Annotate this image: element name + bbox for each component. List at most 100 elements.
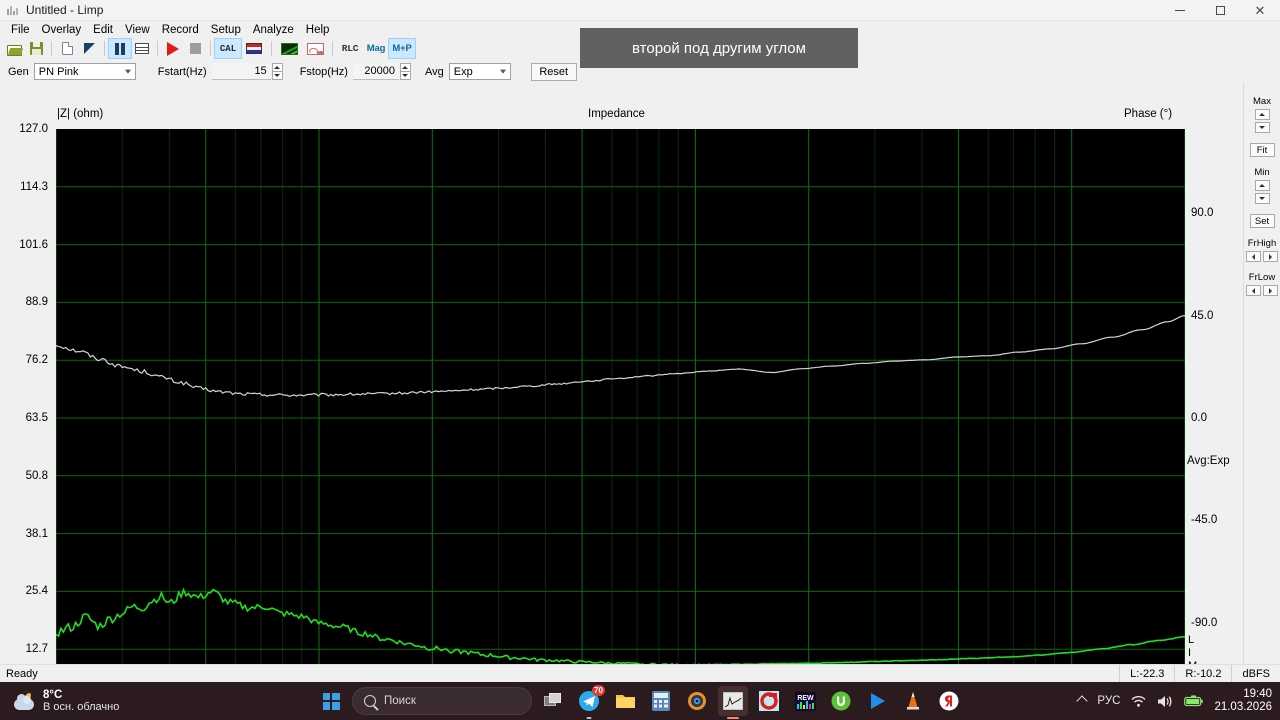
- min-increase-button[interactable]: [1254, 180, 1270, 191]
- y-tick-right: 90.0: [1191, 207, 1214, 220]
- fit-button[interactable]: Fit: [1249, 143, 1275, 157]
- taskbar-rew[interactable]: REW: [790, 686, 820, 716]
- waveform-button[interactable]: [302, 39, 328, 58]
- chevron-up-icon[interactable]: [1076, 695, 1089, 707]
- max-decrease-button[interactable]: [1254, 122, 1270, 133]
- menu-help[interactable]: Help: [305, 23, 330, 36]
- toolbar-separator: [332, 41, 333, 56]
- table-button[interactable]: [131, 39, 153, 58]
- open-button[interactable]: [3, 39, 25, 58]
- taskbar-yandex[interactable]: [934, 686, 964, 716]
- menu-edit[interactable]: Edit: [93, 23, 113, 36]
- menu-overlay[interactable]: Overlay: [41, 23, 82, 36]
- utorrent-icon: [831, 691, 851, 711]
- taskbar-file-explorer[interactable]: [610, 686, 640, 716]
- plot-canvas[interactable]: [56, 129, 1185, 707]
- pause-button[interactable]: [108, 38, 132, 59]
- generator-select[interactable]: PN Pink: [33, 63, 136, 80]
- frhigh-decrease-button[interactable]: [1246, 251, 1261, 262]
- cal-icon: CAL: [219, 43, 237, 54]
- caret-up-icon: [1259, 184, 1265, 187]
- stop-button[interactable]: [184, 39, 206, 58]
- frhigh-increase-button[interactable]: [1263, 251, 1278, 262]
- save-button[interactable]: [25, 39, 47, 58]
- fstart-decrement[interactable]: [271, 71, 283, 80]
- volume-status[interactable]: [1157, 695, 1173, 708]
- chart-headers: |Z| (ohm) Impedance Phase (°): [0, 108, 1243, 124]
- new-document-button[interactable]: [56, 39, 78, 58]
- frlow-decrease-button[interactable]: [1246, 285, 1261, 296]
- min-decrease-button[interactable]: [1254, 193, 1270, 204]
- fstart-stepper[interactable]: [271, 63, 283, 80]
- average-select[interactable]: Exp: [448, 63, 511, 80]
- start-button[interactable]: [316, 686, 346, 716]
- menu-analyze[interactable]: Analyze: [252, 23, 294, 36]
- set-button[interactable]: Set: [1249, 214, 1275, 228]
- taskbar-media-tool[interactable]: [754, 686, 784, 716]
- fstart-increment[interactable]: [271, 63, 283, 71]
- taskbar-clock[interactable]: 19:40 21.03.2026: [1214, 688, 1272, 714]
- y-tick-left: 63.5: [25, 412, 48, 424]
- taskbar-telegram[interactable]: 70: [574, 685, 605, 716]
- document-icon: [61, 42, 73, 55]
- impedance-graph-button[interactable]: [276, 39, 302, 58]
- maximize-button[interactable]: [1200, 0, 1240, 21]
- taskbar-player[interactable]: [862, 686, 892, 716]
- yandex-icon: [939, 691, 959, 711]
- language-indicator[interactable]: РУС: [1097, 695, 1121, 707]
- taskbar-center: Поиск 70: [316, 685, 964, 716]
- fstop-input[interactable]: 20000: [352, 63, 399, 80]
- taskbar-calculator[interactable]: [646, 686, 676, 716]
- taskbar-vlc[interactable]: [898, 686, 928, 716]
- min-stepper[interactable]: [1254, 180, 1270, 204]
- frlow-label: FrLow: [1248, 272, 1276, 283]
- colors-button[interactable]: [241, 39, 267, 58]
- fstop-decrement[interactable]: [399, 71, 411, 80]
- taskbar-limp[interactable]: [718, 686, 748, 716]
- fstop-value: 20000: [364, 65, 395, 77]
- rlc-button[interactable]: RLC: [337, 39, 363, 58]
- magphase-button[interactable]: M+P: [388, 38, 416, 59]
- max-stepper[interactable]: [1254, 109, 1270, 133]
- menu-view[interactable]: View: [124, 23, 150, 36]
- taskbar-utorrent[interactable]: [826, 686, 856, 716]
- menu-file[interactable]: File: [11, 23, 30, 36]
- close-button[interactable]: ✕: [1240, 0, 1280, 21]
- volume-icon: [1158, 695, 1172, 707]
- frhigh-stepper[interactable]: [1246, 251, 1278, 262]
- y-tick-left: 50.8: [25, 469, 48, 482]
- restore-icon: [1215, 6, 1225, 15]
- weather-widget[interactable]: 8°C В осн. облачно: [14, 689, 119, 713]
- chart-area: |Z| (ohm) Impedance Phase (°) 0.0 12.7 25.…: [0, 82, 1280, 720]
- window-controls: ✕: [1160, 0, 1280, 21]
- telegram-icon: [579, 691, 599, 711]
- fstart-input[interactable]: 15: [211, 63, 271, 80]
- battery-status[interactable]: [1184, 695, 1204, 707]
- taskbar-search[interactable]: Поиск: [352, 687, 532, 715]
- menu-record[interactable]: Record: [161, 23, 199, 36]
- fstop-increment[interactable]: [399, 63, 411, 71]
- y-tick-left: 12.7: [25, 643, 48, 656]
- y-tick-left: 76.2: [25, 354, 48, 367]
- play-button[interactable]: [162, 39, 184, 58]
- max-increase-button[interactable]: [1254, 109, 1270, 120]
- minimize-button[interactable]: [1160, 0, 1200, 21]
- marker-button[interactable]: [78, 39, 100, 58]
- wifi-status[interactable]: [1131, 695, 1146, 708]
- mag-button[interactable]: Mag: [363, 39, 389, 58]
- reset-button[interactable]: Reset: [530, 62, 577, 81]
- toolbar-separator: [104, 41, 105, 56]
- toolbar-separator: [210, 41, 211, 56]
- calibrate-button[interactable]: CAL: [214, 38, 242, 59]
- folder-icon: [615, 695, 635, 708]
- taskbar-browser[interactable]: [682, 686, 712, 716]
- frlow-increase-button[interactable]: [1263, 285, 1278, 296]
- frlow-stepper[interactable]: [1246, 285, 1278, 296]
- caret-down-icon: [1259, 126, 1265, 129]
- eye-browser-icon: [688, 692, 706, 710]
- green-graph-icon: [280, 42, 298, 55]
- fstop-stepper[interactable]: [399, 63, 411, 80]
- menu-setup[interactable]: Setup: [210, 23, 241, 36]
- taskbar-task-view[interactable]: [538, 686, 568, 716]
